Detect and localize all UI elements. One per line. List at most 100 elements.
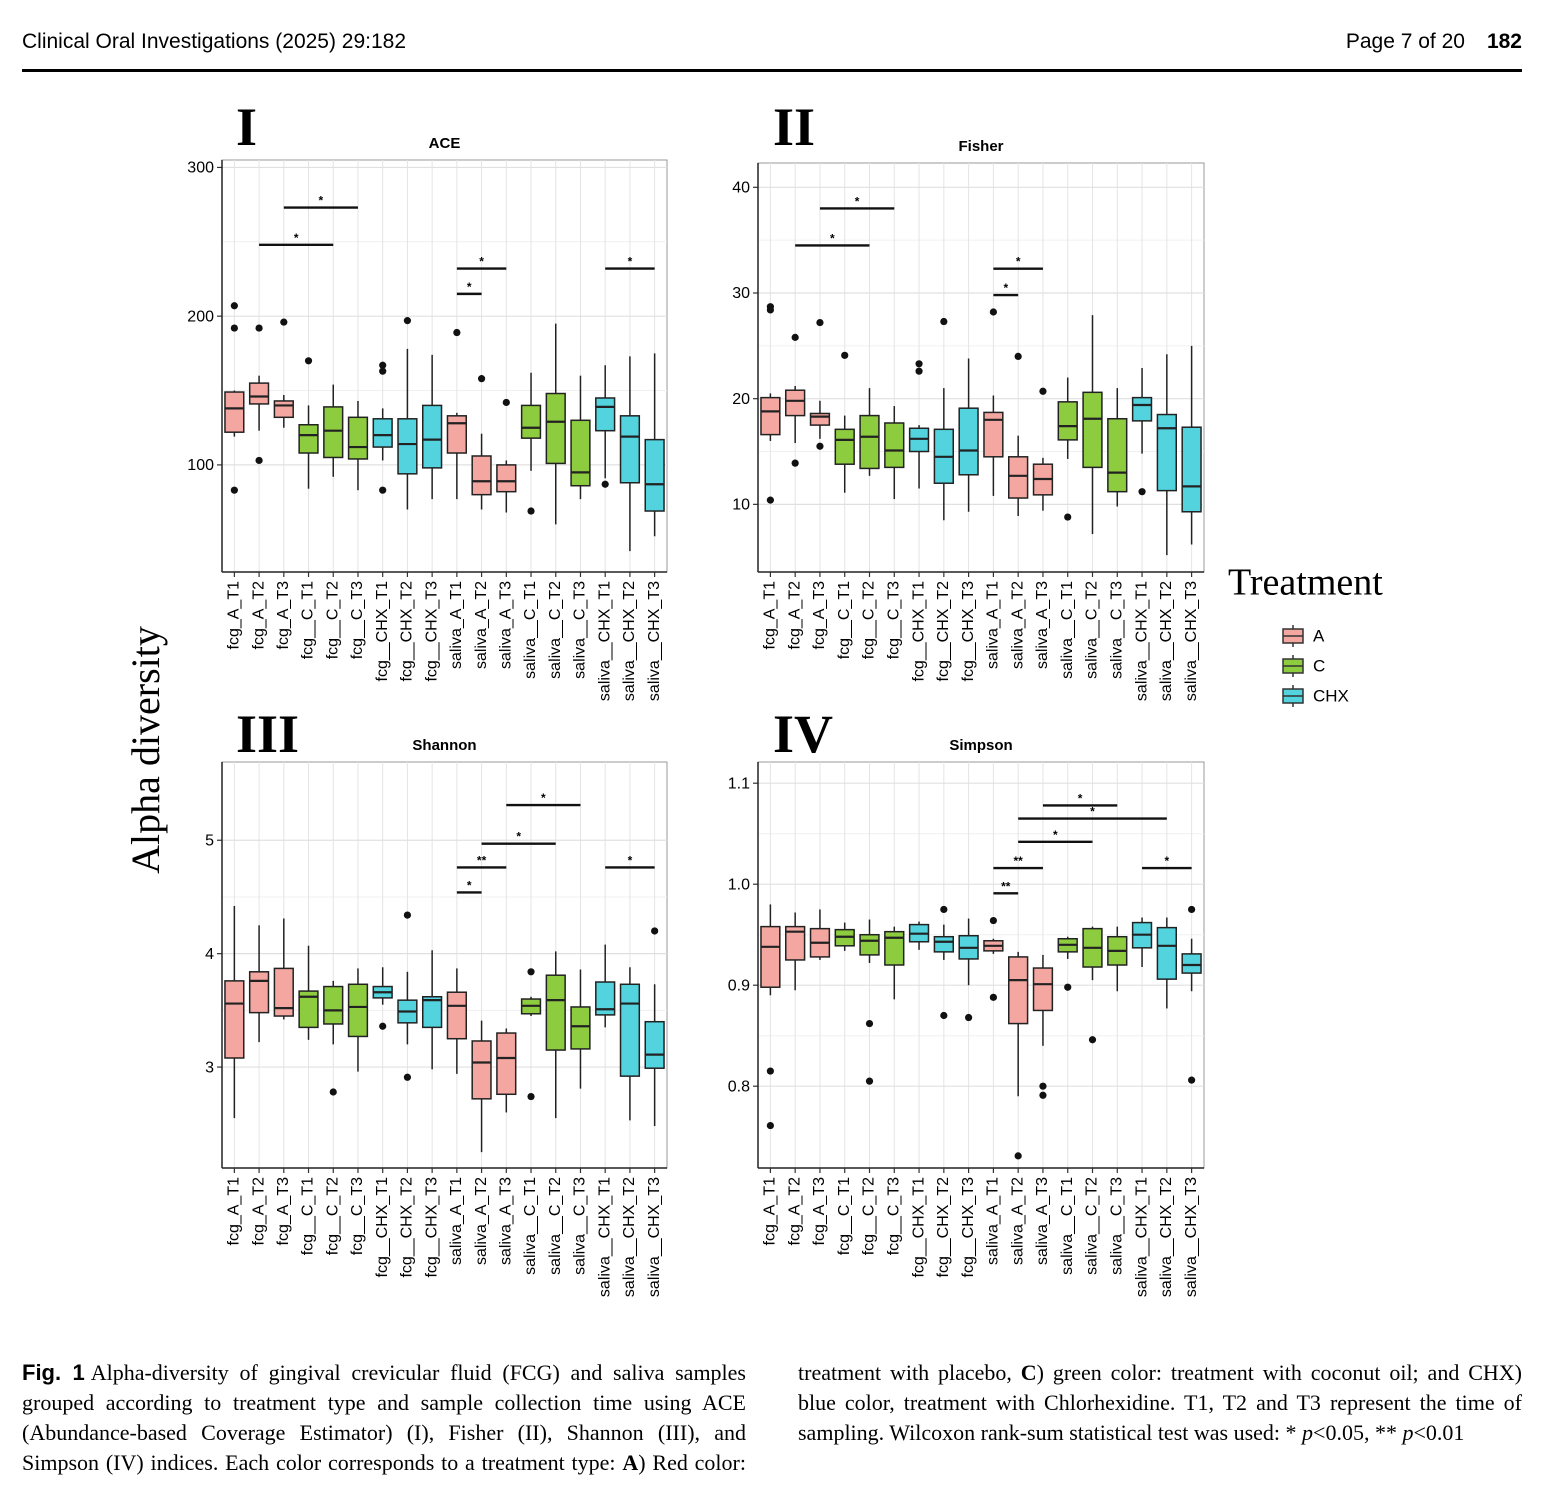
box — [520, 404, 542, 439]
x-tick-label: saliva_A_T2 — [1009, 1177, 1026, 1265]
significance-label: * — [628, 255, 633, 269]
box — [644, 438, 665, 512]
x-tick-label: fcg__C_T2 — [324, 1177, 341, 1255]
x-tick-label: fcg__C_T1 — [300, 1177, 317, 1255]
significance-label: ** — [1013, 854, 1023, 868]
box — [595, 981, 616, 1016]
caption-text: C — [1020, 1360, 1037, 1385]
box — [421, 996, 443, 1029]
x-tick-label: fcg__CHX_T1 — [910, 581, 927, 682]
box — [421, 404, 443, 469]
significance-label: * — [628, 853, 633, 867]
page-info: Page 7 of 20 182 — [1346, 30, 1522, 54]
outlier — [403, 317, 412, 325]
outlier — [527, 507, 535, 515]
box — [644, 1020, 665, 1069]
x-tick-label: saliva__C_T2 — [1084, 581, 1101, 679]
x-tick-label: fcg__C_T1 — [300, 581, 317, 659]
caption-text: p — [1402, 1420, 1414, 1445]
x-tick-label: saliva__CHX_T1 — [596, 1177, 613, 1297]
box — [859, 933, 880, 956]
x-tick-label: fcg__C_T3 — [885, 581, 902, 659]
x-tick-label: saliva__CHX_T2 — [621, 581, 638, 701]
box — [1181, 953, 1202, 974]
box — [570, 419, 591, 487]
box — [248, 382, 270, 405]
panel-title: ACE — [429, 135, 461, 152]
outlier — [816, 318, 824, 327]
outlier — [502, 398, 510, 407]
significance-label: * — [830, 231, 835, 245]
outlier — [791, 459, 799, 467]
box — [1008, 456, 1029, 499]
x-tick-label: fcg__CHX_T1 — [374, 1177, 391, 1278]
x-tick-label: fcg__CHX_T3 — [960, 581, 977, 682]
x-tick-label: saliva_A_T3 — [498, 581, 515, 669]
y-tick-label: 5 — [205, 832, 214, 849]
significance-label: * — [294, 231, 299, 245]
x-tick-label: saliva_A_T2 — [473, 581, 490, 669]
x-tick-label: fcg_A_T1 — [226, 581, 243, 650]
box — [619, 983, 641, 1077]
outlier — [527, 968, 535, 976]
plot-area — [757, 162, 1205, 573]
outlier — [527, 1092, 535, 1101]
outlier — [453, 328, 461, 337]
outlier — [965, 1013, 973, 1022]
significance-label: ** — [477, 853, 487, 867]
x-tick-label: fcg__C_T2 — [861, 1177, 878, 1255]
x-tick-label: saliva__C_T2 — [1084, 1177, 1101, 1275]
x-tick-label: fcg__C_T3 — [349, 581, 366, 659]
significance-label: * — [1003, 281, 1008, 295]
figure: Alpha diversity Treatment AC CHX I ACE 100 20… — [123, 97, 1383, 1297]
caption-text: p — [1302, 1420, 1314, 1445]
outlier — [989, 308, 997, 316]
x-tick-label: fcg__C_T1 — [836, 581, 853, 659]
x-tick-label: fcg__CHX_T1 — [374, 581, 391, 682]
outlier — [989, 916, 997, 925]
y-tick-label: 300 — [187, 160, 214, 177]
box — [1156, 926, 1177, 980]
outlier — [766, 1067, 774, 1075]
significance-label: * — [1016, 255, 1021, 269]
x-tick-label: saliva_A_T1 — [448, 581, 465, 669]
significance-label: * — [1053, 828, 1058, 842]
outlier — [1039, 1091, 1047, 1099]
box — [619, 415, 641, 484]
journal-header: Clinical Oral Investigations (2025) 29:1… — [22, 30, 407, 53]
outlier — [791, 333, 799, 341]
x-tick-label: saliva__C_T1 — [1059, 1177, 1076, 1275]
box — [372, 418, 393, 448]
outlier — [766, 496, 774, 504]
x-tick-label: fcg__CHX_T3 — [423, 581, 440, 682]
page-number: Page 7 of 20 — [1345, 30, 1465, 53]
significance-label: * — [319, 194, 324, 208]
outlier — [1138, 488, 1146, 496]
box — [545, 974, 566, 1051]
x-tick-label: fcg__C_T1 — [836, 1177, 853, 1255]
x-tick-label: fcg__CHX_T2 — [935, 581, 952, 682]
box — [323, 406, 344, 459]
x-tick-label: saliva_A_T3 — [1034, 581, 1051, 669]
x-tick-label: fcg_A_T2 — [786, 1177, 803, 1246]
box — [1156, 413, 1177, 492]
box — [273, 967, 294, 1017]
x-tick-label: fcg_A_T1 — [762, 1177, 779, 1246]
box — [884, 422, 905, 469]
outlier — [766, 1121, 774, 1130]
outlier — [1064, 983, 1072, 991]
box — [224, 391, 245, 433]
x-tick-label: saliva__CHX_T1 — [1133, 1177, 1150, 1297]
figure-caption: Fig. 1 Alpha-diversity of gingival crevic… — [22, 1358, 1522, 1478]
outlier — [255, 456, 263, 465]
box — [471, 455, 492, 496]
x-tick-label: saliva_A_T2 — [473, 1177, 490, 1265]
x-tick-label: saliva__CHX_T2 — [621, 1177, 638, 1297]
outlier — [841, 351, 849, 359]
significance-label: * — [1078, 791, 1083, 805]
y-tick-label: 100 — [187, 457, 214, 474]
x-tick-label: saliva__CHX_T1 — [596, 581, 613, 701]
x-tick-label: saliva__CHX_T2 — [1158, 581, 1175, 701]
x-tick-label: saliva__CHX_T1 — [1133, 581, 1150, 701]
x-tick-label: fcg__CHX_T3 — [423, 1177, 440, 1278]
